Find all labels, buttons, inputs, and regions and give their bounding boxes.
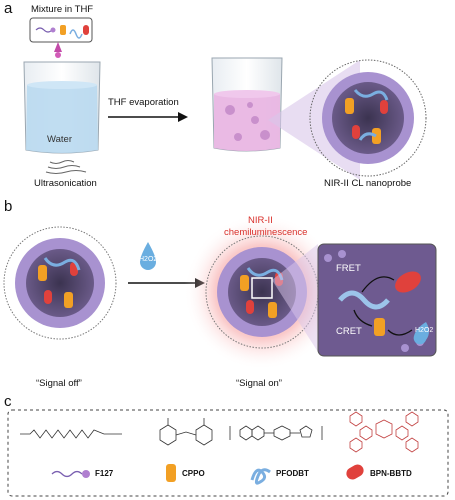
chemiluminescence-label: chemiluminescence: [224, 227, 308, 238]
cret-label: CRET: [336, 326, 362, 337]
mixture-label: Mixture in THF: [31, 4, 94, 15]
h2o2-droplet: [140, 242, 156, 270]
signal-off-caption: “Signal off”: [36, 378, 82, 389]
mixture-vial: [29, 17, 93, 58]
legend-bpn-bbtd-icon: [346, 464, 364, 480]
signal-on-caption: “Signal on”: [236, 378, 282, 389]
mechanism-inset: [317, 243, 437, 357]
panel-c-letter: c: [4, 393, 12, 410]
evaporation-label: THF evaporation: [108, 97, 179, 108]
ultrasonication-caption: Ultrasonication: [34, 178, 97, 189]
h2o2-label: H2O2: [139, 256, 158, 263]
nir-ii-label: NIR-II: [248, 215, 273, 226]
fret-label: FRET: [336, 263, 361, 274]
legend-f127-label: F127: [95, 469, 114, 478]
nanoprobe-a: [309, 59, 427, 177]
legend-cppo-icon: [166, 464, 176, 482]
legend-f127-icon: [51, 470, 90, 478]
cppo-structure: [159, 418, 213, 446]
nanoprobe-caption: NIR-II CL nanoprobe: [324, 178, 412, 189]
legend-bpn-bbtd-label: BPN-BBTD: [370, 469, 412, 478]
structures-box: [7, 409, 449, 497]
pfodbt-structure: [229, 425, 323, 441]
legend-pfodbt-icon: [250, 468, 271, 485]
panel-b-letter: b: [4, 198, 13, 215]
bpn-bbtd-structure: [349, 411, 419, 453]
legend-cppo-label: CPPO: [182, 469, 205, 478]
legend-pfodbt-label: PFODBT: [276, 469, 309, 478]
pink-beaker: [211, 57, 283, 152]
f127-structure: [20, 429, 122, 439]
water-beaker: [23, 61, 101, 174]
panel-a-letter: a: [4, 0, 13, 17]
nanoparticle-signal-off: [3, 226, 117, 340]
inset-h2o2-label: H2O2: [415, 327, 434, 334]
water-label: Water: [47, 134, 72, 145]
